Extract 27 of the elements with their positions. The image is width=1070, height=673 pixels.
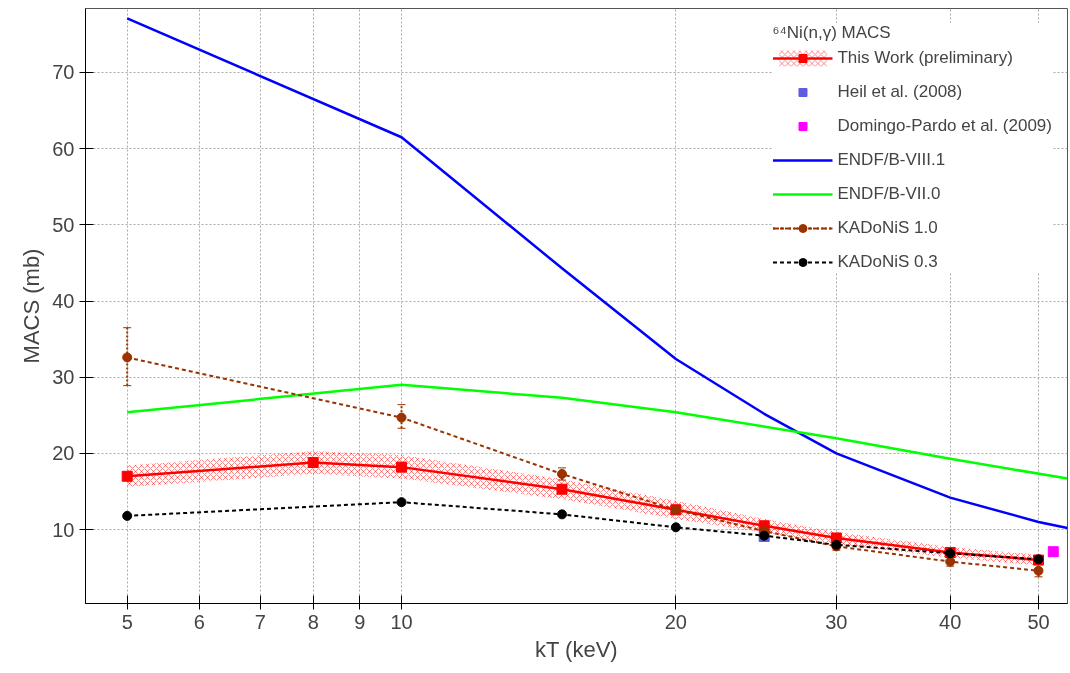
- x-tick-label: 40: [939, 610, 962, 633]
- x-tick-label: 8: [307, 610, 319, 633]
- legend-label: ENDF/B-VII.0: [837, 184, 941, 204]
- y-tick-label: 20: [52, 442, 75, 465]
- x-tick-label: 7: [254, 610, 266, 633]
- y-tick-label: 10: [52, 518, 75, 541]
- x-tick-label: 10: [390, 610, 413, 633]
- y-tick-label: 50: [52, 213, 75, 236]
- x-tick-label: 9: [354, 610, 366, 633]
- x-tick-label: 20: [664, 610, 687, 633]
- y-tick-label: 40: [52, 290, 75, 313]
- legend-label: Heil et al. (2008): [837, 82, 963, 102]
- y-axis-title: MACS (mb): [19, 248, 45, 364]
- legend-label: KADoNiS 0.3: [837, 252, 938, 272]
- legend-label: Domingo-Pardo et al. (2009): [837, 116, 1052, 136]
- x-axis-title: kT (keV): [534, 636, 618, 662]
- x-tick-label: 6: [193, 610, 205, 633]
- legend-title: ⁶⁴Ni(n,γ) MACS: [772, 23, 892, 43]
- y-tick-label: 30: [52, 366, 75, 389]
- y-tick-label: 60: [52, 137, 75, 160]
- y-tick-label: 70: [52, 61, 75, 84]
- legend-label: KADoNiS 1.0: [837, 218, 938, 238]
- x-tick-label: 50: [1027, 610, 1050, 633]
- legend-label: ENDF/B-VIII.1: [837, 150, 946, 170]
- x-tick-label: 30: [825, 610, 848, 633]
- x-tick-label: 5: [121, 610, 133, 633]
- legend-label: This Work (preliminary): [837, 48, 1013, 68]
